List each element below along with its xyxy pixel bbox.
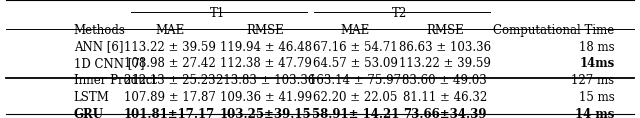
- Text: 119.94 ± 46.48: 119.94 ± 46.48: [220, 41, 312, 54]
- Text: 107.89 ± 17.87: 107.89 ± 17.87: [124, 91, 216, 104]
- Text: LSTM: LSTM: [74, 91, 109, 104]
- Text: 101.81±17.17: 101.81±17.17: [124, 108, 215, 118]
- Text: ANN [6]: ANN [6]: [74, 41, 123, 54]
- Text: 14 ms: 14 ms: [575, 108, 614, 118]
- Text: RMSE: RMSE: [426, 24, 463, 37]
- Text: 86.63 ± 103.36: 86.63 ± 103.36: [399, 41, 491, 54]
- Text: 213.83 ± 103.36: 213.83 ± 103.36: [216, 74, 316, 87]
- Text: 64.57 ± 53.09: 64.57 ± 53.09: [313, 57, 397, 70]
- Text: 15 ms: 15 ms: [579, 91, 614, 104]
- Text: 1D CNN [7]: 1D CNN [7]: [74, 57, 144, 70]
- Text: 18 ms: 18 ms: [579, 41, 614, 54]
- Text: 81.11 ± 46.32: 81.11 ± 46.32: [403, 91, 487, 104]
- Text: T1: T1: [210, 7, 225, 20]
- Text: 83.60 ± 49.03: 83.60 ± 49.03: [403, 74, 487, 87]
- Text: RMSE: RMSE: [247, 24, 284, 37]
- Text: 14ms: 14ms: [579, 57, 614, 70]
- Text: MAE: MAE: [340, 24, 370, 37]
- Text: 109.36 ± 41.99: 109.36 ± 41.99: [220, 91, 312, 104]
- Text: 67.16 ± 54.71: 67.16 ± 54.71: [313, 41, 397, 54]
- Text: 113.22 ± 39.59: 113.22 ± 39.59: [399, 57, 491, 70]
- Text: T2: T2: [392, 7, 408, 20]
- Text: Inner Product: Inner Product: [74, 74, 157, 87]
- Text: GRU: GRU: [74, 108, 104, 118]
- Text: MAE: MAE: [155, 24, 184, 37]
- Text: Methods: Methods: [74, 24, 125, 37]
- Text: 62.20 ± 22.05: 62.20 ± 22.05: [313, 91, 397, 104]
- Text: 113.22 ± 39.59: 113.22 ± 39.59: [124, 41, 216, 54]
- Text: 108.98 ± 27.42: 108.98 ± 27.42: [124, 57, 216, 70]
- Text: 103.25±39.15: 103.25±39.15: [220, 108, 312, 118]
- Text: 163.14 ± 75.97: 163.14 ± 75.97: [309, 74, 401, 87]
- Text: 73.66±34.39: 73.66±34.39: [403, 108, 486, 118]
- Text: 127 ms: 127 ms: [572, 74, 614, 87]
- Text: 58.91± 14.21: 58.91± 14.21: [312, 108, 399, 118]
- Text: Computational Time: Computational Time: [493, 24, 614, 37]
- Text: 112.38 ± 47.79: 112.38 ± 47.79: [220, 57, 312, 70]
- Text: 212.13 ± 25.23: 212.13 ± 25.23: [124, 74, 216, 87]
